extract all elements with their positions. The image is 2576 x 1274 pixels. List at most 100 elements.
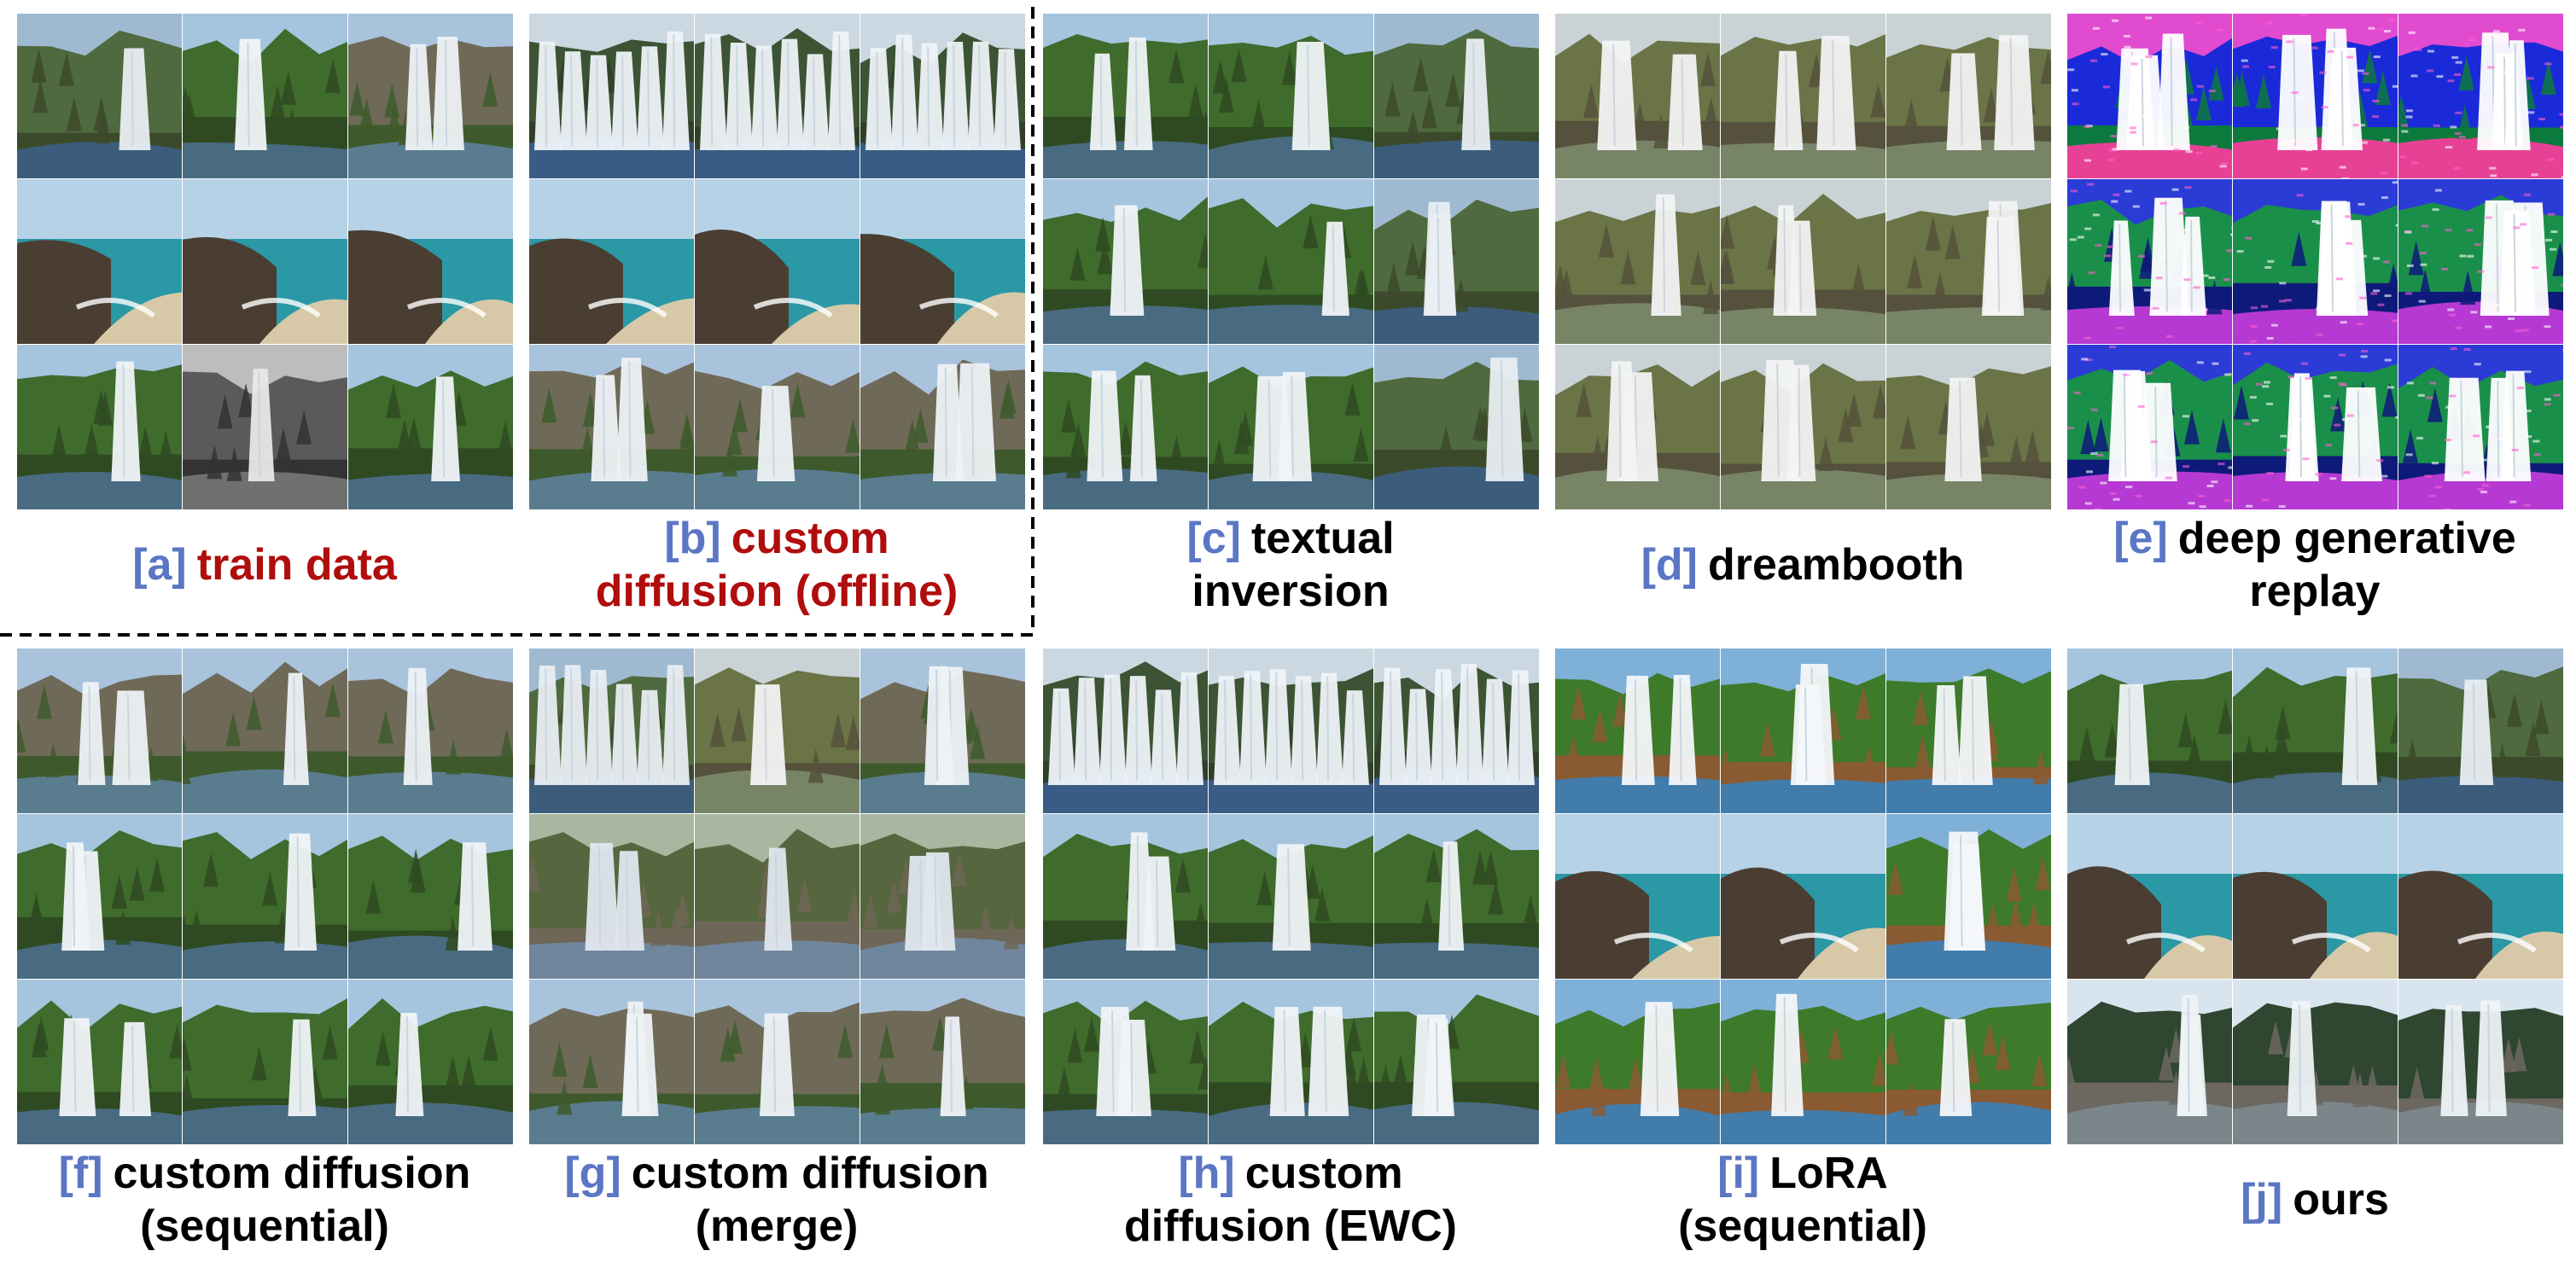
caption-tag: [a]: [132, 540, 187, 590]
generated-image-waterfall-blue-sky: [1374, 14, 1539, 178]
generated-image-waterfall-grayscale: [183, 345, 347, 509]
generated-image-waterfall-winter-tall: [2233, 980, 2398, 1144]
caption-text: textual: [1250, 514, 1395, 563]
generated-image-waterfall-wide-curtain: [1043, 649, 1208, 813]
generated-image-noisy-waterfall: [2233, 179, 2398, 344]
generated-image-waterfall-cliff-blue: [348, 649, 513, 813]
caption-line: [j] ours: [2059, 1173, 2571, 1226]
generated-image-waterfall-mossy-smooth: [1043, 980, 1208, 1144]
generated-image-waterfall-canyon-light: [860, 649, 1025, 813]
generated-image-coast-cove-teal: [2398, 814, 2563, 979]
generated-image-waterfall-painted-green: [1721, 980, 1885, 1144]
generated-image-canyon-waterfall-river: [860, 345, 1025, 509]
caption-text: custom diffusion: [113, 1149, 471, 1198]
caption-tag: [j]: [2241, 1175, 2283, 1225]
generated-image-coastal-cliff-sea: [860, 179, 1025, 344]
generated-image-waterfall-mossy-smooth: [1043, 814, 1208, 979]
generated-image-beach-painted: [1555, 814, 1720, 979]
panel-d: [1555, 14, 2051, 509]
caption-line: [a] train data: [9, 538, 521, 591]
generated-image-waterfall-wide-curtain: [695, 14, 860, 178]
generated-image-tall-waterfall-forest: [17, 345, 182, 509]
generated-image-waterfall-forest-far: [2067, 649, 2232, 813]
generated-image-noisy-waterfall: [2398, 345, 2563, 509]
panel-c: [1043, 14, 1539, 509]
caption-text: custom diffusion: [631, 1149, 989, 1198]
caption-i: [i] LoRA (sequential): [1547, 1147, 2059, 1253]
generated-image-waterfall-winter-pines: [2398, 980, 2563, 1144]
generated-image-waterfall-painted-blue: [1886, 980, 2051, 1144]
generated-image-waterfall-blue-pool: [17, 14, 182, 178]
generated-image-noisy-waterfall: [2067, 345, 2232, 509]
caption-text: (sequential): [140, 1201, 389, 1251]
generated-image-waterfall-wide-curtain: [1209, 649, 1373, 813]
generated-image-canyon-waterfall: [529, 345, 694, 509]
panel-b: [529, 14, 1025, 509]
generated-image-waterfall-mossy: [1043, 179, 1208, 344]
caption-text: (merge): [695, 1201, 859, 1251]
caption-text: replay: [2249, 567, 2381, 616]
generated-image-beach-cove-cliff: [183, 179, 347, 344]
caption-tag: [g]: [564, 1149, 621, 1198]
generated-image-coast-painted: [1721, 814, 1885, 979]
generated-image-noisy-psychedelic: [2067, 14, 2232, 178]
generated-image-waterfall-canopy: [2233, 649, 2398, 813]
caption-h: [h] custom diffusion (EWC): [1034, 1147, 1547, 1253]
caption-text: custom: [1244, 1149, 1403, 1198]
caption-line: (sequential): [1547, 1200, 2059, 1253]
generated-image-waterfall-painted-green: [1721, 649, 1885, 813]
caption-e: [e] deep generative replay: [2059, 512, 2571, 618]
caption-line: replay: [2059, 565, 2571, 618]
caption-text: diffusion (offline): [595, 567, 959, 616]
generated-image-waterfall-forest-narrow: [1209, 345, 1373, 509]
caption-line: [c] textual: [1034, 512, 1547, 565]
caption-line: [i] LoRA: [1547, 1147, 2059, 1200]
generated-image-coast-cliff-teal: [2233, 814, 2398, 979]
caption-b: [b] custom diffusion (offline): [521, 512, 1033, 618]
generated-image-waterfall-tree-strip: [348, 814, 513, 979]
panel-f: [17, 649, 513, 1144]
generated-image-waterfall-rocky-green: [1721, 345, 1885, 509]
generated-image-hill-painted: [1886, 814, 2051, 979]
caption-tag: [h]: [1178, 1149, 1235, 1198]
generated-image-waterfall-green-jet: [1209, 980, 1373, 1144]
generated-image-beach-cove-sea: [17, 179, 182, 344]
generated-image-waterfall-blue-pool-wide: [529, 649, 694, 813]
panel-i: [1555, 649, 2051, 1144]
caption-f: [f] custom diffusion (sequential): [9, 1147, 521, 1253]
caption-tag: [f]: [58, 1149, 103, 1198]
caption-d: [d] dreambooth: [1547, 538, 2059, 591]
generated-image-coastal-rocks-beach: [529, 179, 694, 344]
caption-text: train data: [196, 540, 397, 590]
caption-tag: [d]: [1641, 540, 1698, 590]
panel-e: [2067, 14, 2563, 509]
generated-image-waterfall-forest-cliff: [348, 14, 513, 178]
generated-image-waterfall-tree-strip: [348, 980, 513, 1144]
generated-image-waterfall-canyon-thin: [695, 980, 860, 1144]
caption-g: [g] custom diffusion (merge): [521, 1147, 1033, 1253]
generated-image-stream-rocks: [529, 814, 694, 979]
generated-image-waterfall-green-red: [183, 980, 347, 1144]
caption-tag: [i]: [1717, 1149, 1760, 1198]
generated-image-waterfall-green-rocks: [17, 814, 182, 979]
generated-image-noisy-waterfall: [2233, 345, 2398, 509]
generated-image-waterfall-rocky-green: [1721, 179, 1885, 344]
generated-image-waterfall-painted-blue: [1886, 649, 2051, 813]
generated-image-waterfall-mossy: [1043, 14, 1208, 178]
caption-text: ours: [2293, 1175, 2389, 1225]
caption-text: (sequential): [1678, 1201, 1927, 1251]
generated-image-waterfall-rocky-pale: [1886, 14, 2051, 178]
generated-image-waterfall-curtain-red: [1374, 649, 1539, 813]
caption-tag: [b]: [664, 514, 721, 563]
caption-c: [c] textual inversion: [1034, 512, 1547, 618]
caption-line: diffusion (offline): [521, 565, 1033, 618]
caption-line: inversion: [1034, 565, 1547, 618]
generated-image-waterfall-blue-sky: [1374, 345, 1539, 509]
caption-text: custom: [731, 514, 889, 563]
generated-image-waterfall-blue-pool: [2398, 649, 2563, 813]
generated-image-noisy-waterfall: [2398, 179, 2563, 344]
generated-image-waterfall-winter-rocks: [2067, 980, 2232, 1144]
generated-image-waterfall-wide-curtain: [860, 14, 1025, 178]
generated-image-tall-waterfall-green: [348, 345, 513, 509]
